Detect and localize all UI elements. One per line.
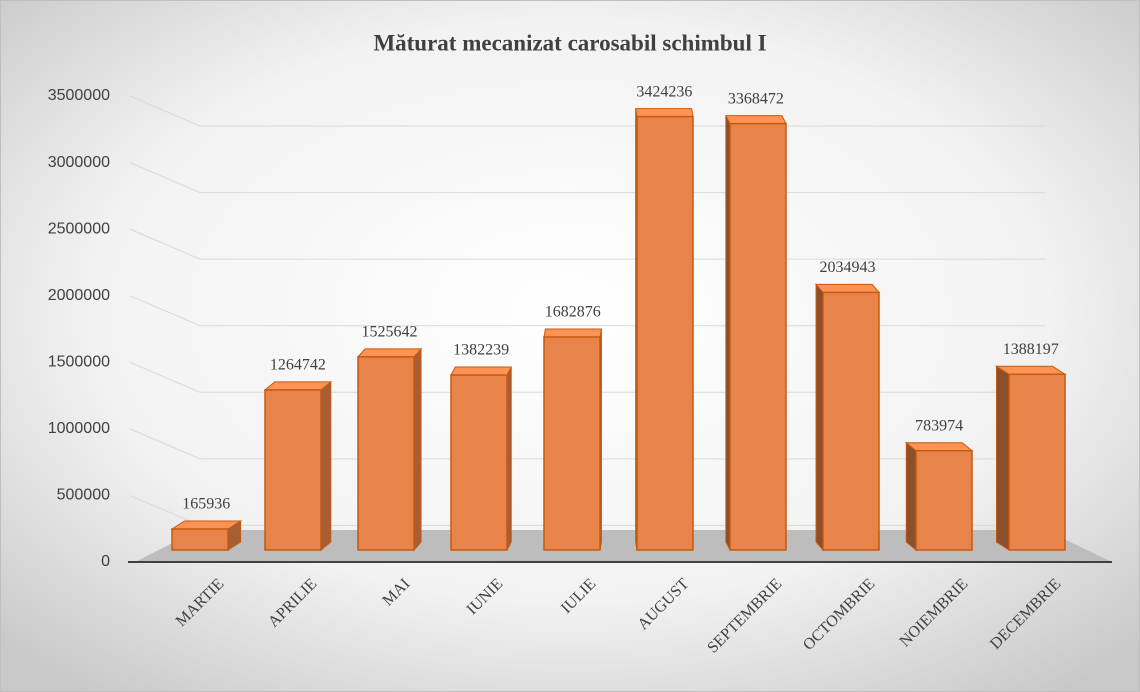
data-label: 783974 [915,417,963,434]
bar-top [263,381,333,391]
bar-top [814,283,881,293]
bar-side [815,283,824,552]
bar [263,380,333,552]
data-label: 1382239 [453,342,509,359]
bar-side [320,380,332,552]
bar [635,108,694,551]
bar [814,283,881,552]
data-label: 1682876 [545,304,601,321]
bar [725,115,787,551]
bar [994,365,1067,551]
bar-top [994,365,1067,375]
data-label: 1388197 [1003,341,1059,358]
y-tick-label: 0 [101,553,110,570]
y-tick-label: 1500000 [48,354,110,371]
bar-top [356,348,423,358]
bar-front [915,450,973,551]
data-label: 3424236 [636,83,692,100]
bar [170,520,243,551]
y-tick-label: 3500000 [48,87,110,104]
bar-side [905,441,917,552]
data-label: 2034943 [820,259,876,276]
bar-front [729,122,787,551]
y-tick-label: 500000 [57,487,110,504]
bar-front [171,528,229,551]
data-label: 1264742 [270,357,326,374]
bar-top [170,520,243,530]
bar-top [450,366,513,376]
bar [450,366,513,551]
bar [356,347,423,552]
bar-front [450,374,508,551]
y-tick-label: 2000000 [48,287,110,304]
bar [543,328,603,551]
data-label: 165936 [182,496,230,513]
bar-side [413,347,422,552]
data-label: 3368472 [728,90,784,107]
chart-title: Măturat mecanizat carosabil schimbul I [373,30,766,55]
bar-top [635,108,694,118]
y-tick-label: 1000000 [48,420,110,437]
bar-front [822,291,880,551]
y-tick-label: 2500000 [48,220,110,237]
bar-front [636,115,694,551]
bar-top [543,328,603,338]
bar-front [543,336,601,551]
bar-side [995,365,1010,551]
bar-top [725,115,787,125]
bar-front [357,356,415,551]
data-label: 1525642 [362,324,418,341]
bar [904,441,974,552]
bar-front [1008,373,1066,551]
y-tick-label: 3000000 [48,154,110,171]
bar-front [264,389,322,551]
bar-top [904,442,974,452]
